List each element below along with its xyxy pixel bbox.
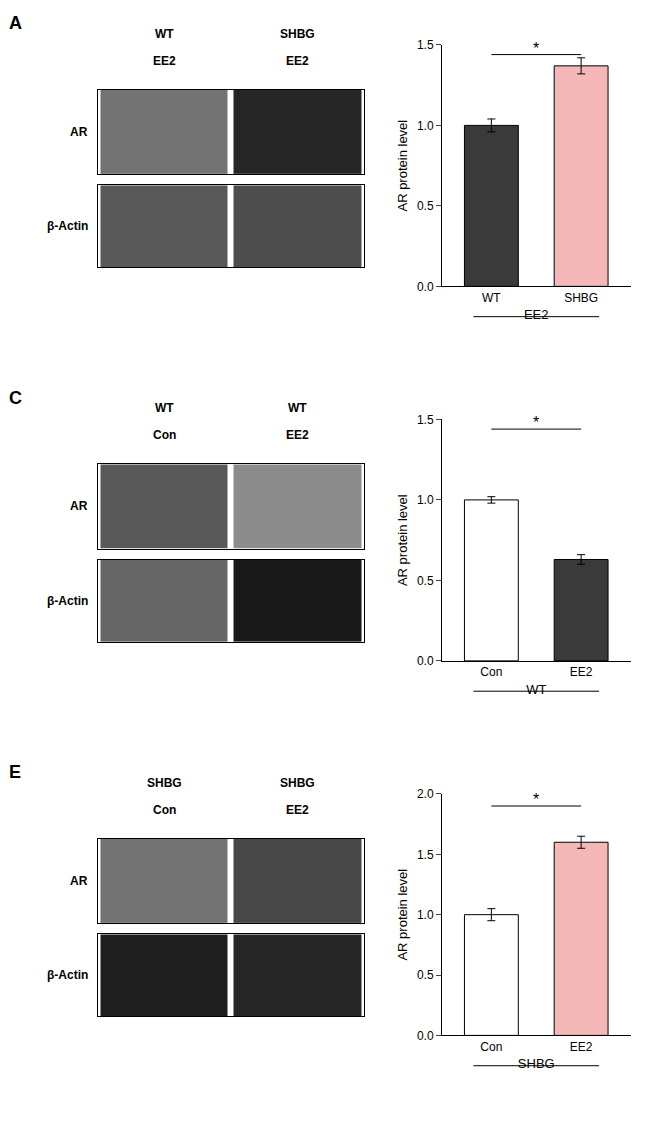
svg-text:AR protein level: AR protein level <box>395 120 410 212</box>
svg-text:1.0: 1.0 <box>417 119 434 133</box>
svg-text:1.0: 1.0 <box>417 908 434 922</box>
svg-text:EE2: EE2 <box>286 803 309 817</box>
svg-text:1.5: 1.5 <box>417 413 434 427</box>
svg-text:1.0: 1.0 <box>417 493 434 507</box>
svg-text:EE2: EE2 <box>570 665 593 679</box>
svg-text:EE2: EE2 <box>524 307 549 322</box>
svg-text:WT: WT <box>526 682 546 697</box>
svg-text:WT: WT <box>288 401 307 415</box>
svg-text:SHBG: SHBG <box>280 776 315 790</box>
svg-text:EE2: EE2 <box>570 1040 593 1054</box>
svg-text:0.0: 0.0 <box>417 654 434 668</box>
svg-text:1.5: 1.5 <box>417 38 434 52</box>
svg-text:SHBG: SHBG <box>280 27 315 41</box>
svg-text:A: A <box>9 13 22 33</box>
svg-text:AR protein level: AR protein level <box>395 869 410 961</box>
svg-text:E: E <box>9 762 21 782</box>
svg-text:Con: Con <box>153 803 176 817</box>
svg-text:AR: AR <box>70 499 88 513</box>
svg-text:Con: Con <box>153 428 176 442</box>
svg-text:WT: WT <box>155 401 174 415</box>
svg-text:WT: WT <box>482 291 501 305</box>
svg-text:Con: Con <box>480 1040 502 1054</box>
svg-text:EE2: EE2 <box>286 428 309 442</box>
svg-text:β-Actin: β-Actin <box>47 968 88 982</box>
svg-text:1.5: 1.5 <box>417 848 434 862</box>
svg-text:SHBG: SHBG <box>564 291 598 305</box>
svg-text:SHBG: SHBG <box>518 1056 555 1071</box>
svg-text:*: * <box>533 40 539 57</box>
svg-text:0.5: 0.5 <box>417 199 434 213</box>
svg-text:*: * <box>533 791 539 808</box>
svg-text:2.0: 2.0 <box>417 787 434 801</box>
svg-text:AR protein level: AR protein level <box>395 494 410 586</box>
svg-text:Con: Con <box>480 665 502 679</box>
svg-text:EE2: EE2 <box>286 54 309 68</box>
svg-text:β-Actin: β-Actin <box>47 594 88 608</box>
svg-text:SHBG: SHBG <box>147 776 182 790</box>
svg-text:0.5: 0.5 <box>417 968 434 982</box>
svg-text:0.5: 0.5 <box>417 574 434 588</box>
svg-text:C: C <box>9 388 22 408</box>
svg-text:*: * <box>533 414 539 431</box>
svg-text:0.0: 0.0 <box>417 280 434 294</box>
svg-text:AR: AR <box>70 874 88 888</box>
svg-text:WT: WT <box>155 27 174 41</box>
svg-text:AR: AR <box>70 125 88 139</box>
svg-text:β-Actin: β-Actin <box>47 219 88 233</box>
svg-text:0.0: 0.0 <box>417 1029 434 1043</box>
svg-text:EE2: EE2 <box>153 54 176 68</box>
